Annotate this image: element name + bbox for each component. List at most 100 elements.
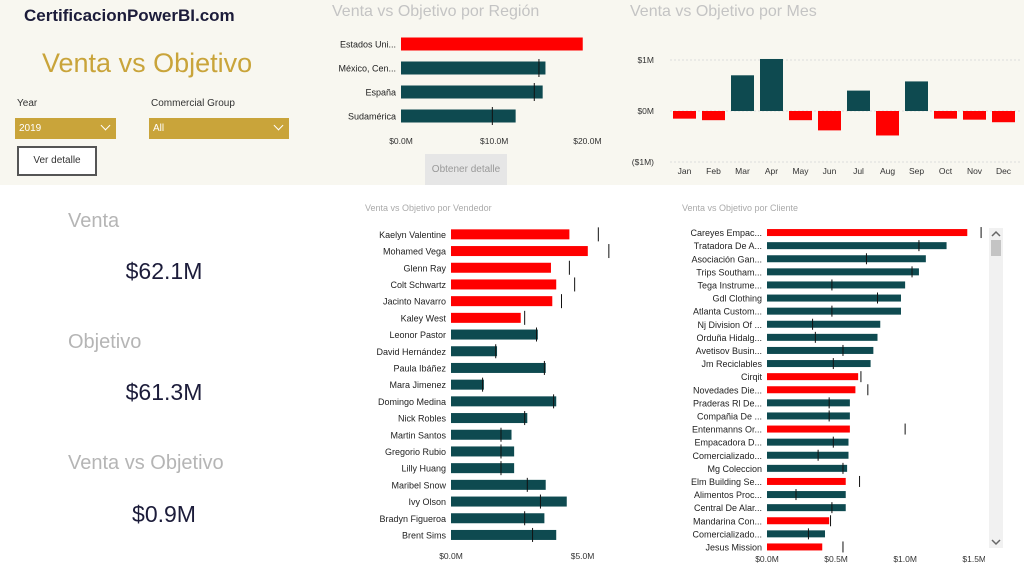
month-label: Nov [967, 166, 983, 176]
category-label: Sudamérica [348, 112, 396, 122]
category-label: Central De Alar... [694, 503, 762, 513]
x-tick-label: $0.0M [755, 554, 779, 564]
month-label: Oct [939, 166, 953, 176]
bar [451, 463, 515, 474]
bar [767, 320, 881, 328]
month-bar [702, 111, 725, 121]
obtener-detalle-button[interactable]: Obtener detalle [425, 154, 507, 185]
scroll-up-icon [991, 230, 1001, 237]
client-chart-scrollbar[interactable] [989, 228, 1003, 548]
category-label: Tratadora De A... [694, 241, 762, 251]
month-bar [963, 111, 986, 120]
bar [451, 246, 588, 257]
category-label: Trips Southam... [696, 267, 762, 277]
bar [401, 85, 543, 99]
page-title: Venta vs Objetivo [42, 48, 253, 78]
year-dropdown[interactable]: 2019 [15, 118, 116, 139]
bar [451, 479, 546, 490]
bar [451, 229, 570, 240]
month-label: Jan [678, 166, 692, 176]
commercial-group-filter-label: Commercial Group [151, 98, 235, 109]
kpi-diff-value: $0.9M [132, 501, 196, 527]
bar [451, 329, 538, 340]
category-label: Mara Jimenez [389, 380, 446, 390]
category-label: Maribel Snow [391, 480, 446, 490]
category-label: Praderas Rl De... [693, 398, 762, 408]
commercial-group-dropdown[interactable]: All [149, 118, 289, 139]
month-bar [847, 90, 870, 111]
kpi-venta-value: $62.1M [125, 258, 203, 284]
scroll-down-icon [991, 539, 1001, 546]
x-tick-label: $0.5M [824, 554, 848, 564]
bar [401, 37, 583, 51]
category-label: Leonor Pastor [389, 330, 446, 340]
bar [767, 229, 968, 237]
bar [451, 513, 545, 524]
bar [451, 396, 557, 407]
bar [767, 333, 878, 341]
month-bar [934, 111, 957, 119]
year-dropdown-value: 2019 [19, 123, 42, 134]
category-label: Mohamed Vega [383, 247, 446, 257]
kpi-venta-label: Venta [68, 210, 120, 232]
bar [767, 242, 947, 250]
category-label: Gdl Clothing [712, 294, 762, 304]
month-bar [992, 111, 1015, 123]
category-label: Mg Coleccion [707, 464, 762, 474]
bar [767, 412, 850, 420]
bar [767, 307, 901, 315]
category-label: Paula Ibáñez [393, 363, 446, 373]
bar [451, 346, 498, 357]
month-bar [673, 111, 696, 119]
seller-chart: Kaelyn Valentine Mohamed Vega Glenn Ray Col… [376, 227, 610, 561]
ver-detalle-button[interactable]: Ver detalle [17, 146, 97, 176]
category-label: Jesus Mission [705, 542, 762, 552]
category-label: Kaelyn Valentine [379, 230, 446, 240]
site-title[interactable]: CertificacionPowerBI.com [24, 6, 235, 25]
month-label: Jun [823, 166, 837, 176]
chevron-down-icon [100, 120, 111, 131]
seller-chart-title: Venta vs Objetivo por Vendedor [365, 203, 492, 213]
month-bar [760, 58, 783, 111]
kpi-diff-label: Venta vs Objetivo [68, 452, 224, 474]
category-label: Nick Robles [398, 414, 447, 424]
y-tick-label: $0M [637, 106, 654, 116]
year-filter-label: Year [17, 98, 38, 109]
month-label: Apr [765, 166, 778, 176]
month-label: Jul [853, 166, 864, 176]
y-tick-label: ($1M) [632, 157, 654, 167]
category-label: Colt Schwartz [390, 280, 446, 290]
category-label: Cirqit [741, 372, 763, 382]
bar [767, 425, 850, 433]
category-label: Avetisov Busin... [696, 346, 762, 356]
month-label: Dec [996, 166, 1012, 176]
category-label: Lilly Huang [401, 464, 446, 474]
category-label: Ivy Olson [408, 497, 446, 507]
month-label: Mar [735, 166, 750, 176]
bar [767, 255, 926, 263]
category-label: Glenn Ray [403, 263, 446, 273]
bar [451, 296, 553, 307]
bar [767, 477, 846, 485]
bar [451, 496, 567, 507]
bar [767, 373, 859, 381]
category-label: Novedades Die... [693, 385, 762, 395]
bar [767, 517, 830, 525]
month-label: May [792, 166, 809, 176]
x-tick-label: $0.0M [389, 136, 413, 146]
bar [767, 346, 874, 354]
commercial-group-dropdown-value: All [153, 123, 165, 134]
category-label: España [365, 88, 396, 98]
region-chart-title: Venta vs Objetivo por Región [332, 3, 540, 20]
chevron-down-icon [273, 120, 284, 131]
month-bar [789, 111, 812, 121]
category-label: Orduña Hidalg... [696, 333, 762, 343]
client-chart-scroll-thumb[interactable] [991, 240, 1001, 256]
bar [451, 312, 521, 323]
month-bar [905, 81, 928, 111]
category-label: Atlanta Custom... [693, 307, 762, 317]
client-chart: Careyes Empac... Tratadora De A... Asociac… [690, 227, 985, 564]
month-label: Aug [880, 166, 895, 176]
month-label: Feb [706, 166, 721, 176]
bar [451, 529, 557, 540]
